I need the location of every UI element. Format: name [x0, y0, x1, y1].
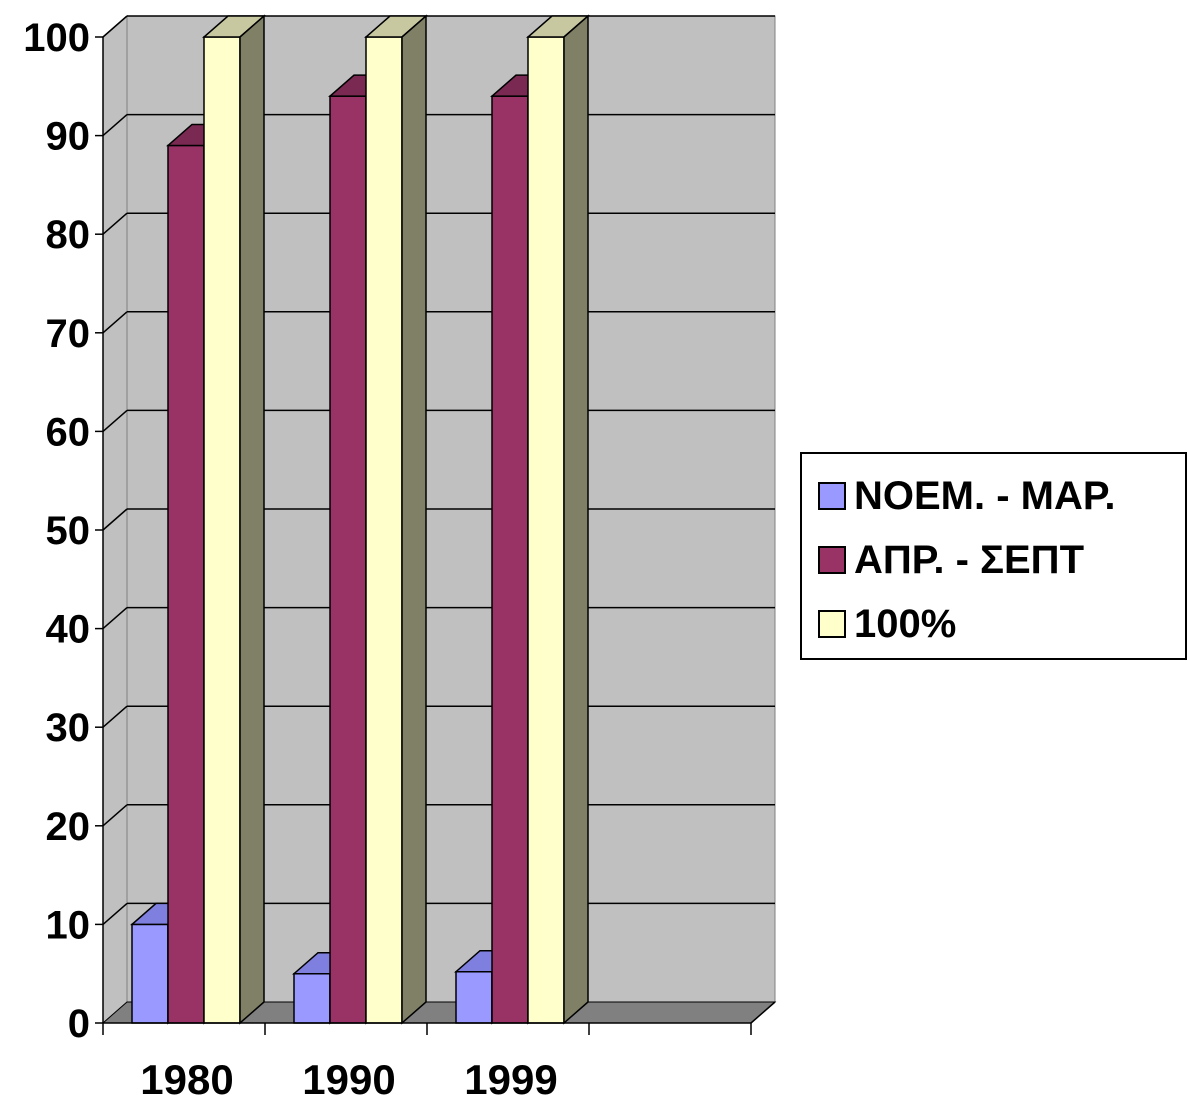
- axes: [95, 36, 776, 1035]
- gridline-side: [102, 902, 128, 925]
- bar-side: [239, 14, 265, 1025]
- y-tick-label: 60: [46, 410, 91, 454]
- bars: [130, 14, 590, 1025]
- y-tick-label: 0: [68, 1002, 90, 1046]
- bar-front: [203, 36, 241, 1024]
- x-axis-end: [750, 1001, 776, 1024]
- y-tick-label: 70: [46, 312, 91, 356]
- legend-item-series-0: ΝΟΕΜ. - ΜΑΡ.: [818, 473, 1116, 518]
- gridline-side: [102, 607, 128, 630]
- legend-label: 100%: [854, 601, 957, 646]
- gridline-side: [102, 409, 128, 432]
- bar-front: [167, 144, 205, 1024]
- bar-front: [329, 95, 367, 1024]
- legend-label: ΑΠΡ. - ΣΕΠΤ: [854, 537, 1084, 582]
- bar: [526, 14, 590, 1025]
- gridline-side: [102, 114, 128, 137]
- x-tick-label: 1999: [464, 1056, 557, 1095]
- y-tick-labels: 0 10 20 30 40 50 60 70 80 90 100: [23, 16, 90, 1046]
- bar-front: [293, 972, 331, 1024]
- y-tick-label: 80: [46, 213, 91, 257]
- gridline-side: [102, 212, 128, 235]
- y-tick-label: 90: [46, 115, 91, 159]
- bar-front: [491, 95, 529, 1024]
- bar-front: [455, 970, 493, 1024]
- legend-item-series-1: ΑΠΡ. - ΣΕΠΤ: [818, 537, 1084, 582]
- gridline-side: [102, 15, 128, 38]
- gridline-side: [102, 311, 128, 334]
- y-tick-label: 30: [46, 706, 91, 750]
- legend-label: ΝΟΕΜ. - ΜΑΡ.: [854, 473, 1116, 518]
- bar-front: [131, 923, 169, 1024]
- bar: [364, 14, 428, 1025]
- legend-swatch: [818, 482, 846, 510]
- x-tick-label: 1990: [302, 1056, 395, 1095]
- legend: ΝΟΕΜ. - ΜΑΡ. ΑΠΡ. - ΣΕΠΤ 100%: [800, 452, 1187, 660]
- x-tick-labels: 1980 1990 1999: [140, 1056, 557, 1095]
- legend-swatch: [818, 546, 846, 574]
- x-tick-label: 1980: [140, 1056, 233, 1095]
- y-tick-label: 100: [23, 16, 90, 60]
- gridline-side: [102, 508, 128, 531]
- bar-front: [365, 36, 403, 1024]
- gridline-side: [102, 804, 128, 827]
- legend-item-series-2: 100%: [818, 601, 957, 646]
- gridline-side: [102, 705, 128, 728]
- y-tick-label: 10: [46, 903, 91, 947]
- bar-side: [563, 14, 589, 1025]
- y-tick-label: 40: [46, 608, 91, 652]
- bar-front: [527, 36, 565, 1024]
- y-tick-label: 20: [46, 805, 91, 849]
- bar: [202, 14, 266, 1025]
- legend-swatch: [818, 610, 846, 638]
- bar-side: [401, 14, 427, 1025]
- y-tick-label: 50: [46, 509, 91, 553]
